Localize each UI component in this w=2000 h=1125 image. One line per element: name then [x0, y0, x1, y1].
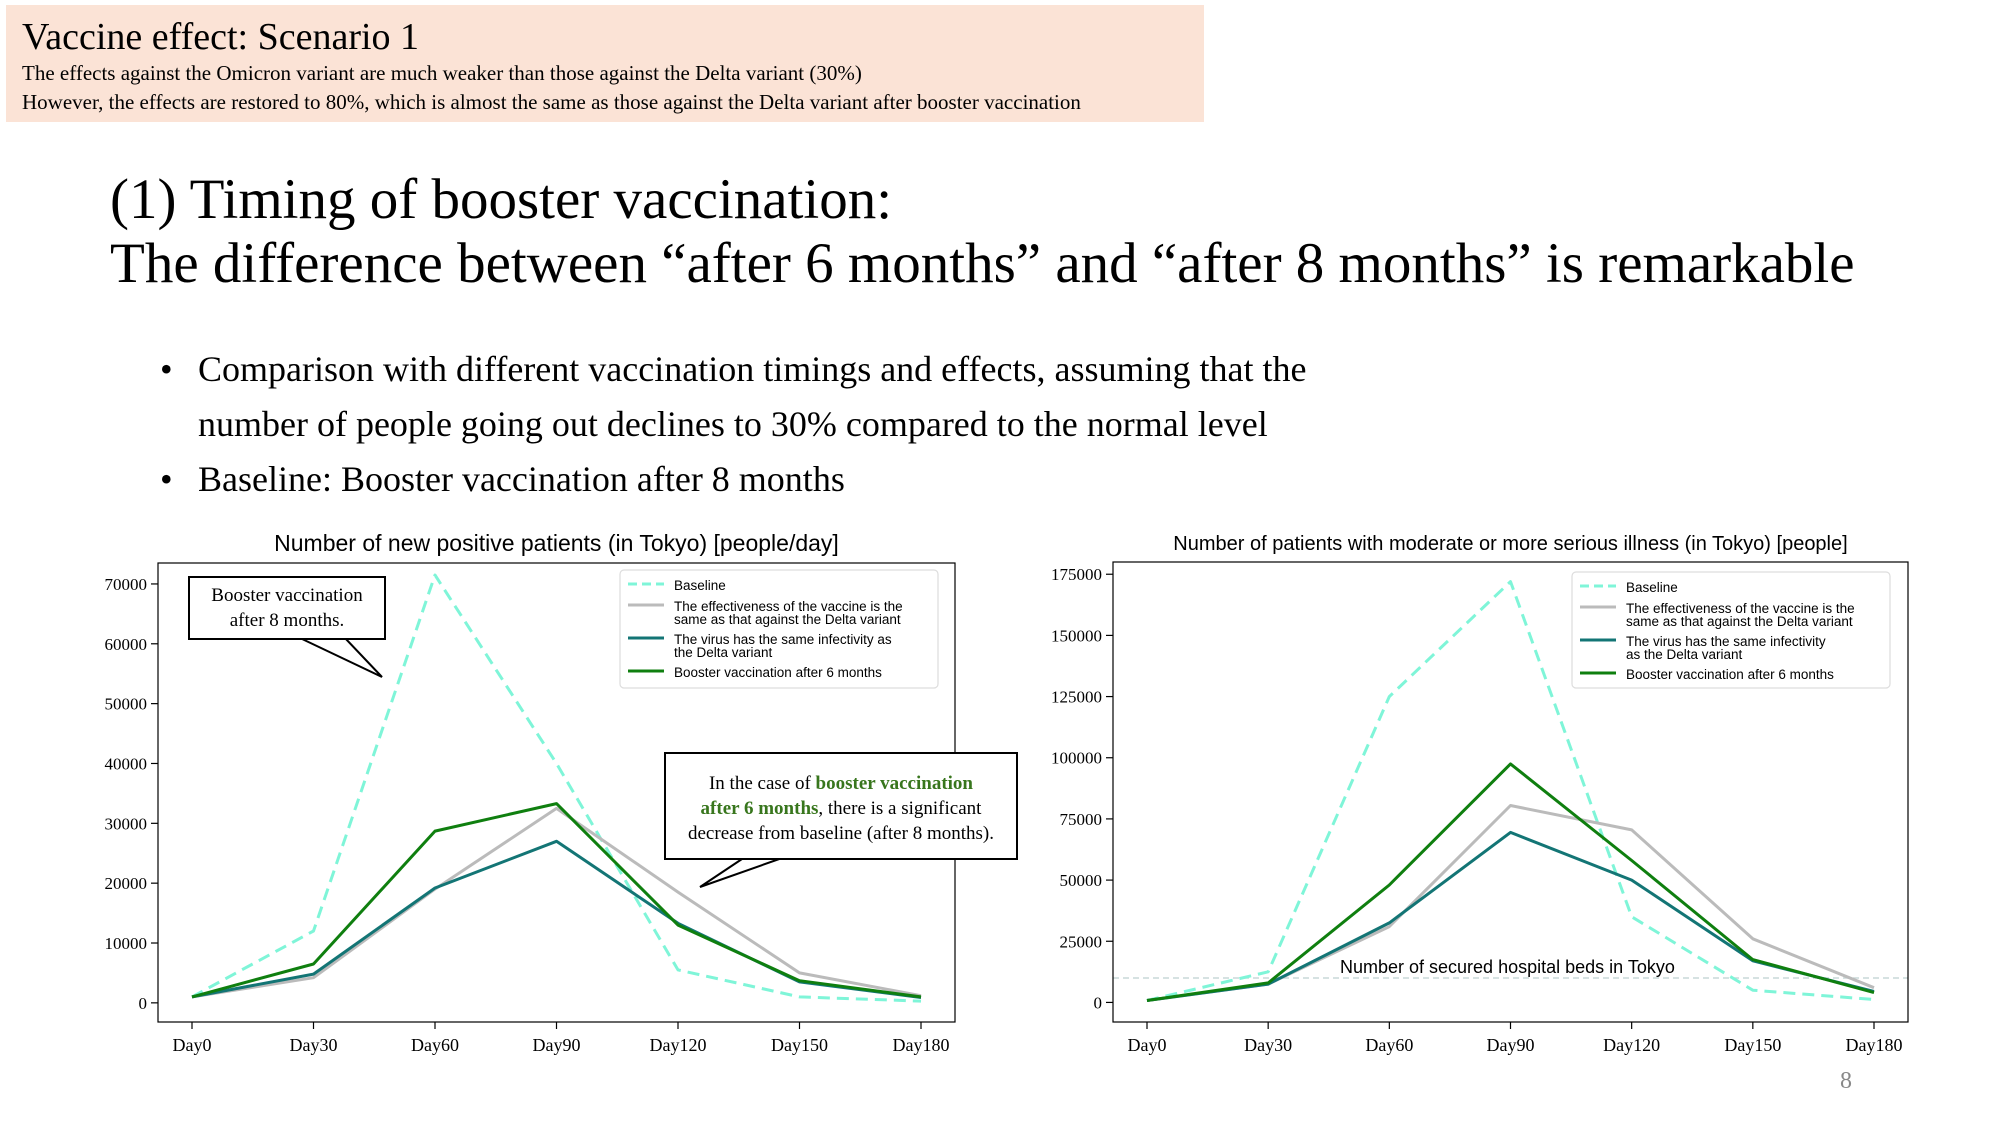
- callout-booster-6-months: In the case of booster vaccination after…: [664, 752, 1018, 860]
- legend-label: The virus has the same infectivity: [1626, 634, 1826, 649]
- legend-label: The effectiveness of the vaccine is the: [1626, 601, 1855, 616]
- y-tick-label: 0: [1094, 993, 1103, 1012]
- callout-text-line: Booster vaccination: [211, 585, 363, 606]
- bullet-dot: •: [160, 459, 173, 499]
- legend-label: Baseline: [674, 578, 726, 593]
- x-tick-label: Day90: [533, 1035, 581, 1055]
- x-tick-label: Day150: [771, 1035, 828, 1055]
- legend-label: Baseline: [1626, 580, 1678, 595]
- y-tick-label: 10000: [105, 934, 148, 953]
- callout-text-line: decrease from baseline (after 8 months).: [688, 823, 994, 844]
- callout-tail-booster6: [699, 856, 786, 888]
- y-tick-label: 25000: [1060, 932, 1103, 951]
- callout-tail-booster8: [299, 637, 383, 678]
- bullet-item: • Comparison with different vaccination …: [160, 342, 1306, 452]
- page-number: 8: [1840, 1068, 1852, 1094]
- callout-highlight: after 6 months: [700, 798, 819, 819]
- y-tick-label: 125000: [1051, 688, 1102, 707]
- bullet-text-line: number of people going out declines to 3…: [198, 404, 1268, 444]
- callout-text: , there is a significant: [818, 798, 982, 819]
- bullet-list: • Comparison with different vaccination …: [160, 342, 1306, 507]
- x-tick-label: Day30: [290, 1035, 338, 1055]
- legend-box: [1571, 571, 1891, 689]
- legend-label: same as that against the Delta variant: [674, 612, 901, 627]
- callout-booster-8-months: Booster vaccination after 8 months.: [188, 576, 386, 640]
- bullet-text-line: Comparison with different vaccination ti…: [198, 349, 1307, 389]
- x-tick-label: Day150: [1724, 1035, 1781, 1055]
- x-tick-label: Day0: [173, 1035, 212, 1055]
- y-tick-label: 30000: [105, 814, 148, 833]
- legend-label: as the Delta variant: [1626, 647, 1743, 662]
- reference-line-label: Number of secured hospital beds in Tokyo: [1340, 957, 1675, 977]
- x-tick-label: Day60: [411, 1035, 459, 1055]
- y-tick-label: 0: [139, 994, 148, 1013]
- x-tick-label: Day90: [1487, 1035, 1535, 1055]
- bullet-item: • Baseline: Booster vaccination after 8 …: [160, 452, 1306, 507]
- legend-label: The effectiveness of the vaccine is the: [674, 599, 903, 614]
- y-tick-label: 20000: [105, 874, 148, 893]
- slide-heading: (1) Timing of booster vaccination: The d…: [110, 168, 1855, 296]
- legend-label: Booster vaccination after 6 months: [1626, 667, 1834, 682]
- x-tick-label: Day120: [650, 1035, 707, 1055]
- legend-label: Booster vaccination after 6 months: [674, 665, 882, 680]
- x-tick-label: Day180: [1846, 1035, 1903, 1055]
- banner-line-1: The effects against the Omicron variant …: [22, 61, 862, 85]
- callout-text: In the case of: [708, 773, 816, 794]
- chart-title: Number of patients with moderate or more…: [1173, 533, 1847, 555]
- heading-line-2: The difference between “after 6 months” …: [110, 232, 1855, 295]
- y-tick-label: 60000: [105, 635, 148, 654]
- x-tick-label: Day0: [1128, 1035, 1167, 1055]
- banner-line-2: However, the effects are restored to 80%…: [22, 90, 1081, 114]
- x-tick-label: Day30: [1244, 1035, 1292, 1055]
- chart-title: Number of new positive patients (in Toky…: [274, 530, 839, 556]
- series-line-3: [1146, 762, 1875, 1002]
- x-tick-label: Day180: [893, 1035, 950, 1055]
- legend-label: the Delta variant: [674, 645, 773, 660]
- callout-text-line: after 8 months.: [229, 610, 345, 631]
- series-line-0: [191, 573, 922, 1003]
- y-tick-label: 70000: [105, 575, 148, 594]
- callout-text-line: In the case of booster vaccination: [666, 771, 1016, 796]
- series-line-3: [191, 802, 922, 999]
- y-tick-label: 40000: [105, 754, 148, 773]
- callout-text-line: after 6 months, there is a significant: [666, 796, 1016, 821]
- y-tick-label: 75000: [1060, 810, 1103, 829]
- callout-highlight: booster vaccination: [815, 773, 973, 794]
- bullet-dot: •: [160, 349, 173, 389]
- y-tick-label: 150000: [1051, 626, 1102, 645]
- x-tick-label: Day60: [1365, 1035, 1413, 1055]
- y-tick-label: 175000: [1051, 565, 1102, 584]
- y-tick-label: 50000: [105, 695, 148, 714]
- banner-title: Vaccine effect: Scenario 1: [22, 16, 420, 58]
- y-tick-label: 100000: [1051, 749, 1102, 768]
- x-tick-label: Day120: [1603, 1035, 1660, 1055]
- bullet-text-line: Baseline: Booster vaccination after 8 mo…: [198, 459, 845, 499]
- scenario-banner: Vaccine effect: Scenario 1 The effects a…: [6, 5, 1204, 122]
- legend-box: [619, 569, 939, 689]
- series-line-0: [1146, 580, 1875, 1002]
- legend-label: The virus has the same infectivity as: [674, 632, 892, 647]
- y-tick-label: 50000: [1060, 871, 1103, 890]
- heading-line-1: (1) Timing of booster vaccination:: [110, 168, 893, 231]
- legend-label: same as that against the Delta variant: [1626, 614, 1853, 629]
- series-line-1: [191, 806, 922, 999]
